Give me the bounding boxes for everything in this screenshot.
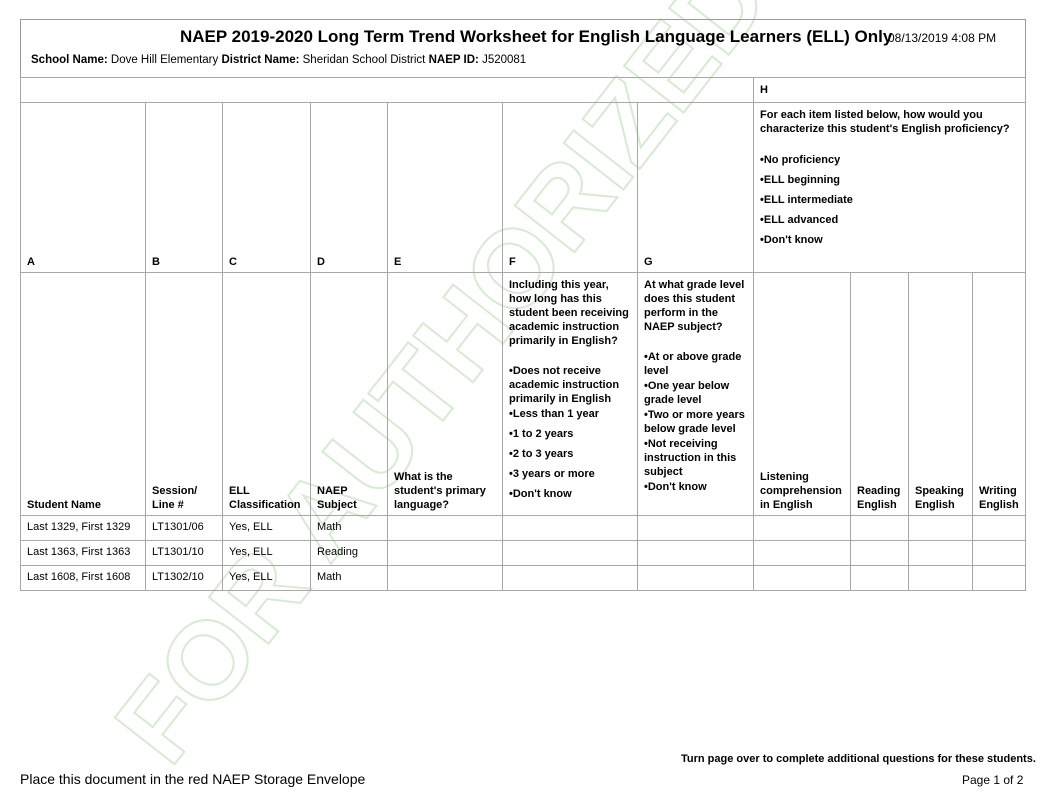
ell-classification-cell: Yes, ELL: [222, 515, 311, 541]
page-number: Page 1 of 2: [962, 773, 1024, 787]
column-letter-g: G: [637, 102, 754, 273]
f-option: •2 to 3 years: [509, 448, 574, 460]
school-label: School Name:: [31, 54, 108, 66]
g-option: •Don't know: [644, 481, 707, 493]
reading-cell[interactable]: [850, 515, 909, 541]
f-option: •3 years or more: [509, 468, 595, 480]
listening-cell[interactable]: [753, 540, 851, 566]
session-line-cell: LT1301/10: [145, 540, 223, 566]
heading-speaking: Speaking English: [908, 272, 973, 516]
grade-level-cell[interactable]: [637, 515, 754, 541]
speaking-cell[interactable]: [908, 565, 973, 591]
naep-subject-cell: Math: [310, 565, 388, 591]
heading-f: Including this year, how long has this s…: [502, 272, 638, 516]
h-option: •No proficiency: [760, 154, 841, 166]
heading-listening: Listening comprehension in English: [753, 272, 851, 516]
heading-session-line: Session/ Line #: [145, 272, 223, 516]
listening-cell[interactable]: [753, 515, 851, 541]
speaking-cell[interactable]: [908, 515, 973, 541]
ell-classification-cell: Yes, ELL: [222, 540, 311, 566]
heading-reading: Reading English: [850, 272, 909, 516]
naep-subject-cell: Math: [310, 515, 388, 541]
instruction-years-cell[interactable]: [502, 540, 638, 566]
district-name: Sheridan School District: [302, 54, 426, 66]
g-option: •One year below grade level: [644, 380, 730, 406]
naep-id-label: NAEP ID:: [428, 54, 479, 66]
primary-language-cell[interactable]: [387, 515, 503, 541]
heading-student-name: Student Name: [20, 272, 146, 516]
grade-level-cell[interactable]: [637, 565, 754, 591]
naep-subject-cell: Reading: [310, 540, 388, 566]
column-letter-b: B: [145, 102, 223, 273]
heading-writing: Writing English: [972, 272, 1026, 516]
ell-classification-cell: Yes, ELL: [222, 565, 311, 591]
school-name: Dove Hill Elementary: [110, 54, 219, 66]
column-letter-h: H: [753, 77, 1026, 103]
column-letter-d: D: [310, 102, 388, 273]
session-line-cell: LT1302/10: [145, 565, 223, 591]
h-question-cell: For each item listed below, how would yo…: [753, 102, 1026, 273]
g-option: •Two or more years below grade level: [644, 409, 745, 435]
session-line-cell: LT1301/06: [145, 515, 223, 541]
district-label: District Name:: [221, 54, 300, 66]
h-option: •ELL intermediate: [760, 194, 853, 206]
f-option: •Don't know: [509, 488, 572, 500]
h-option: •Don't know: [760, 234, 823, 246]
heading-primary-language: What is the student's primary language?: [387, 272, 503, 516]
column-letter-f: F: [502, 102, 638, 273]
speaking-cell[interactable]: [908, 540, 973, 566]
storage-instruction: Place this document in the red NAEP Stor…: [20, 771, 366, 787]
turn-page-note: Turn page over to complete additional qu…: [681, 753, 1036, 765]
writing-cell[interactable]: [972, 540, 1026, 566]
f-option: •1 to 2 years: [509, 428, 574, 440]
heading-naep-subject: NAEP Subject: [310, 272, 388, 516]
timestamp: 08/13/2019 4:08 PM: [888, 31, 997, 45]
reading-cell[interactable]: [850, 565, 909, 591]
column-letter-e: E: [387, 102, 503, 273]
primary-language-cell[interactable]: [387, 565, 503, 591]
heading-ell-classification: ELL Classification: [222, 272, 311, 516]
instruction-years-cell[interactable]: [502, 565, 638, 591]
school-info: School Name: Dove Hill Elementary Distri…: [31, 54, 526, 66]
writing-cell[interactable]: [972, 515, 1026, 541]
student-name-cell: Last 1363, First 1363: [20, 540, 146, 566]
g-option: •At or above grade level: [644, 351, 742, 377]
student-name-cell: Last 1608, First 1608: [20, 565, 146, 591]
h-option: •ELL beginning: [760, 174, 841, 186]
grade-level-cell[interactable]: [637, 540, 754, 566]
reading-cell[interactable]: [850, 540, 909, 566]
naep-id: J520081: [482, 54, 527, 66]
column-letter-a: A: [20, 102, 146, 273]
g-option: •Not receiving instruction in this subje…: [644, 438, 737, 478]
primary-language-cell[interactable]: [387, 540, 503, 566]
g-question: At what grade level does this student pe…: [644, 279, 745, 333]
f-option: •Does not receive academic instruction p…: [509, 365, 620, 405]
h-option: •ELL advanced: [760, 214, 839, 226]
heading-g: At what grade level does this student pe…: [637, 272, 754, 516]
column-letter-c: C: [222, 102, 311, 273]
page-title: NAEP 2019-2020 Long Term Trend Worksheet…: [180, 27, 893, 46]
listening-cell[interactable]: [753, 565, 851, 591]
f-question: Including this year, how long has this s…: [509, 279, 629, 347]
student-name-cell: Last 1329, First 1329: [20, 515, 146, 541]
blank-header-cell: [20, 77, 754, 103]
instruction-years-cell[interactable]: [502, 515, 638, 541]
f-option: •Less than 1 year: [509, 408, 600, 420]
h-question: For each item listed below, how would yo…: [760, 109, 1010, 135]
writing-cell[interactable]: [972, 565, 1026, 591]
